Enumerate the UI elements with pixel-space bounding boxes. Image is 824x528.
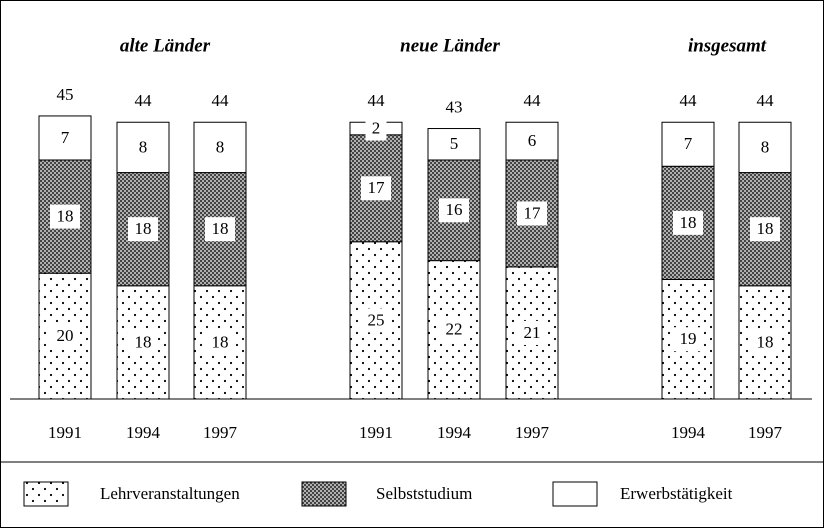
- total-label: 44: [680, 91, 698, 110]
- x-tick-label: 1997: [203, 423, 238, 442]
- total-label: 44: [757, 91, 775, 110]
- panel-title: neue Länder: [400, 35, 500, 56]
- segment-label: 8: [216, 137, 225, 156]
- segment-label: 6: [528, 131, 537, 150]
- segment-label-bg: [750, 217, 780, 242]
- legend-label: Lehrveranstaltungen: [100, 484, 240, 503]
- segment-label: 19: [680, 329, 697, 348]
- segment-label-bg: [50, 204, 80, 229]
- x-tick-label: 1997: [515, 423, 550, 442]
- segment-label: 18: [680, 213, 697, 232]
- total-label: 44: [212, 91, 230, 110]
- segment-label: 20: [57, 326, 74, 345]
- segment-label: 17: [368, 178, 386, 197]
- segment-label-bg: [521, 129, 543, 154]
- x-tick-label: 1994: [437, 423, 472, 442]
- segment-label-bg: [754, 135, 776, 160]
- segment-label: 17: [524, 203, 542, 222]
- segment-label: 16: [446, 200, 463, 219]
- segment-label: 7: [61, 128, 70, 147]
- segment-label: 18: [135, 332, 152, 351]
- segment-label: 18: [57, 206, 74, 225]
- panel-title: alte Länder: [120, 35, 211, 56]
- x-tick-label: 1994: [126, 423, 161, 442]
- total-label: 44: [135, 91, 153, 110]
- x-tick-label: 1991: [359, 423, 393, 442]
- segment-label-bg: [439, 198, 469, 223]
- total-label: 43: [446, 97, 463, 116]
- segment-label-bg: [132, 135, 154, 160]
- segment-label-bg: [517, 320, 547, 345]
- total-label: 45: [57, 85, 74, 104]
- bar-segment: [738, 172, 792, 287]
- segment-label: 18: [757, 332, 774, 351]
- segment-label-bg: [361, 308, 391, 333]
- legend-swatch: [552, 481, 598, 507]
- segment-label-bg: [673, 327, 703, 352]
- segment-label-bg: [54, 125, 76, 150]
- segment-label: 18: [212, 332, 229, 351]
- legend-swatch: [301, 481, 347, 507]
- segment-label: 2: [372, 118, 381, 137]
- legend-swatch: [23, 481, 69, 507]
- segment-label-bg: [50, 324, 80, 349]
- x-tick-label: 1994: [671, 423, 706, 442]
- x-tick-label: 1991: [48, 423, 82, 442]
- total-label: 44: [368, 91, 386, 110]
- segment-label-bg: [443, 132, 465, 157]
- segment-label: 21: [524, 323, 541, 342]
- segment-label: 22: [446, 320, 463, 339]
- legend-label: Selbststudium: [376, 484, 472, 503]
- segment-label: 18: [135, 219, 152, 238]
- segment-label-bg: [128, 330, 158, 355]
- segment-label-bg: [209, 135, 231, 160]
- segment-label-bg: [205, 330, 235, 355]
- legend-label: Erwerbstätigkeit: [620, 484, 733, 503]
- segment-label: 18: [757, 219, 774, 238]
- bar-segment: [349, 134, 403, 243]
- x-tick-label: 1997: [748, 423, 783, 442]
- total-label: 44: [524, 91, 542, 110]
- segment-label-bg: [361, 176, 391, 201]
- segment-label: 8: [761, 137, 770, 156]
- segment-label: 5: [450, 134, 459, 153]
- segment-label: 7: [684, 134, 693, 153]
- segment-label: 25: [368, 310, 385, 329]
- panel-title: insgesamt: [688, 35, 767, 56]
- segment-label-bg: [205, 217, 235, 242]
- segment-label-bg: [677, 132, 699, 157]
- segment-label-bg: [365, 116, 387, 141]
- segment-label-bg: [517, 201, 547, 226]
- segment-label-bg: [673, 210, 703, 235]
- segment-label-bg: [439, 317, 469, 342]
- segment-label: 18: [212, 219, 229, 238]
- segment-label-bg: [128, 217, 158, 242]
- segment-label-bg: [750, 330, 780, 355]
- segment-label: 8: [139, 137, 148, 156]
